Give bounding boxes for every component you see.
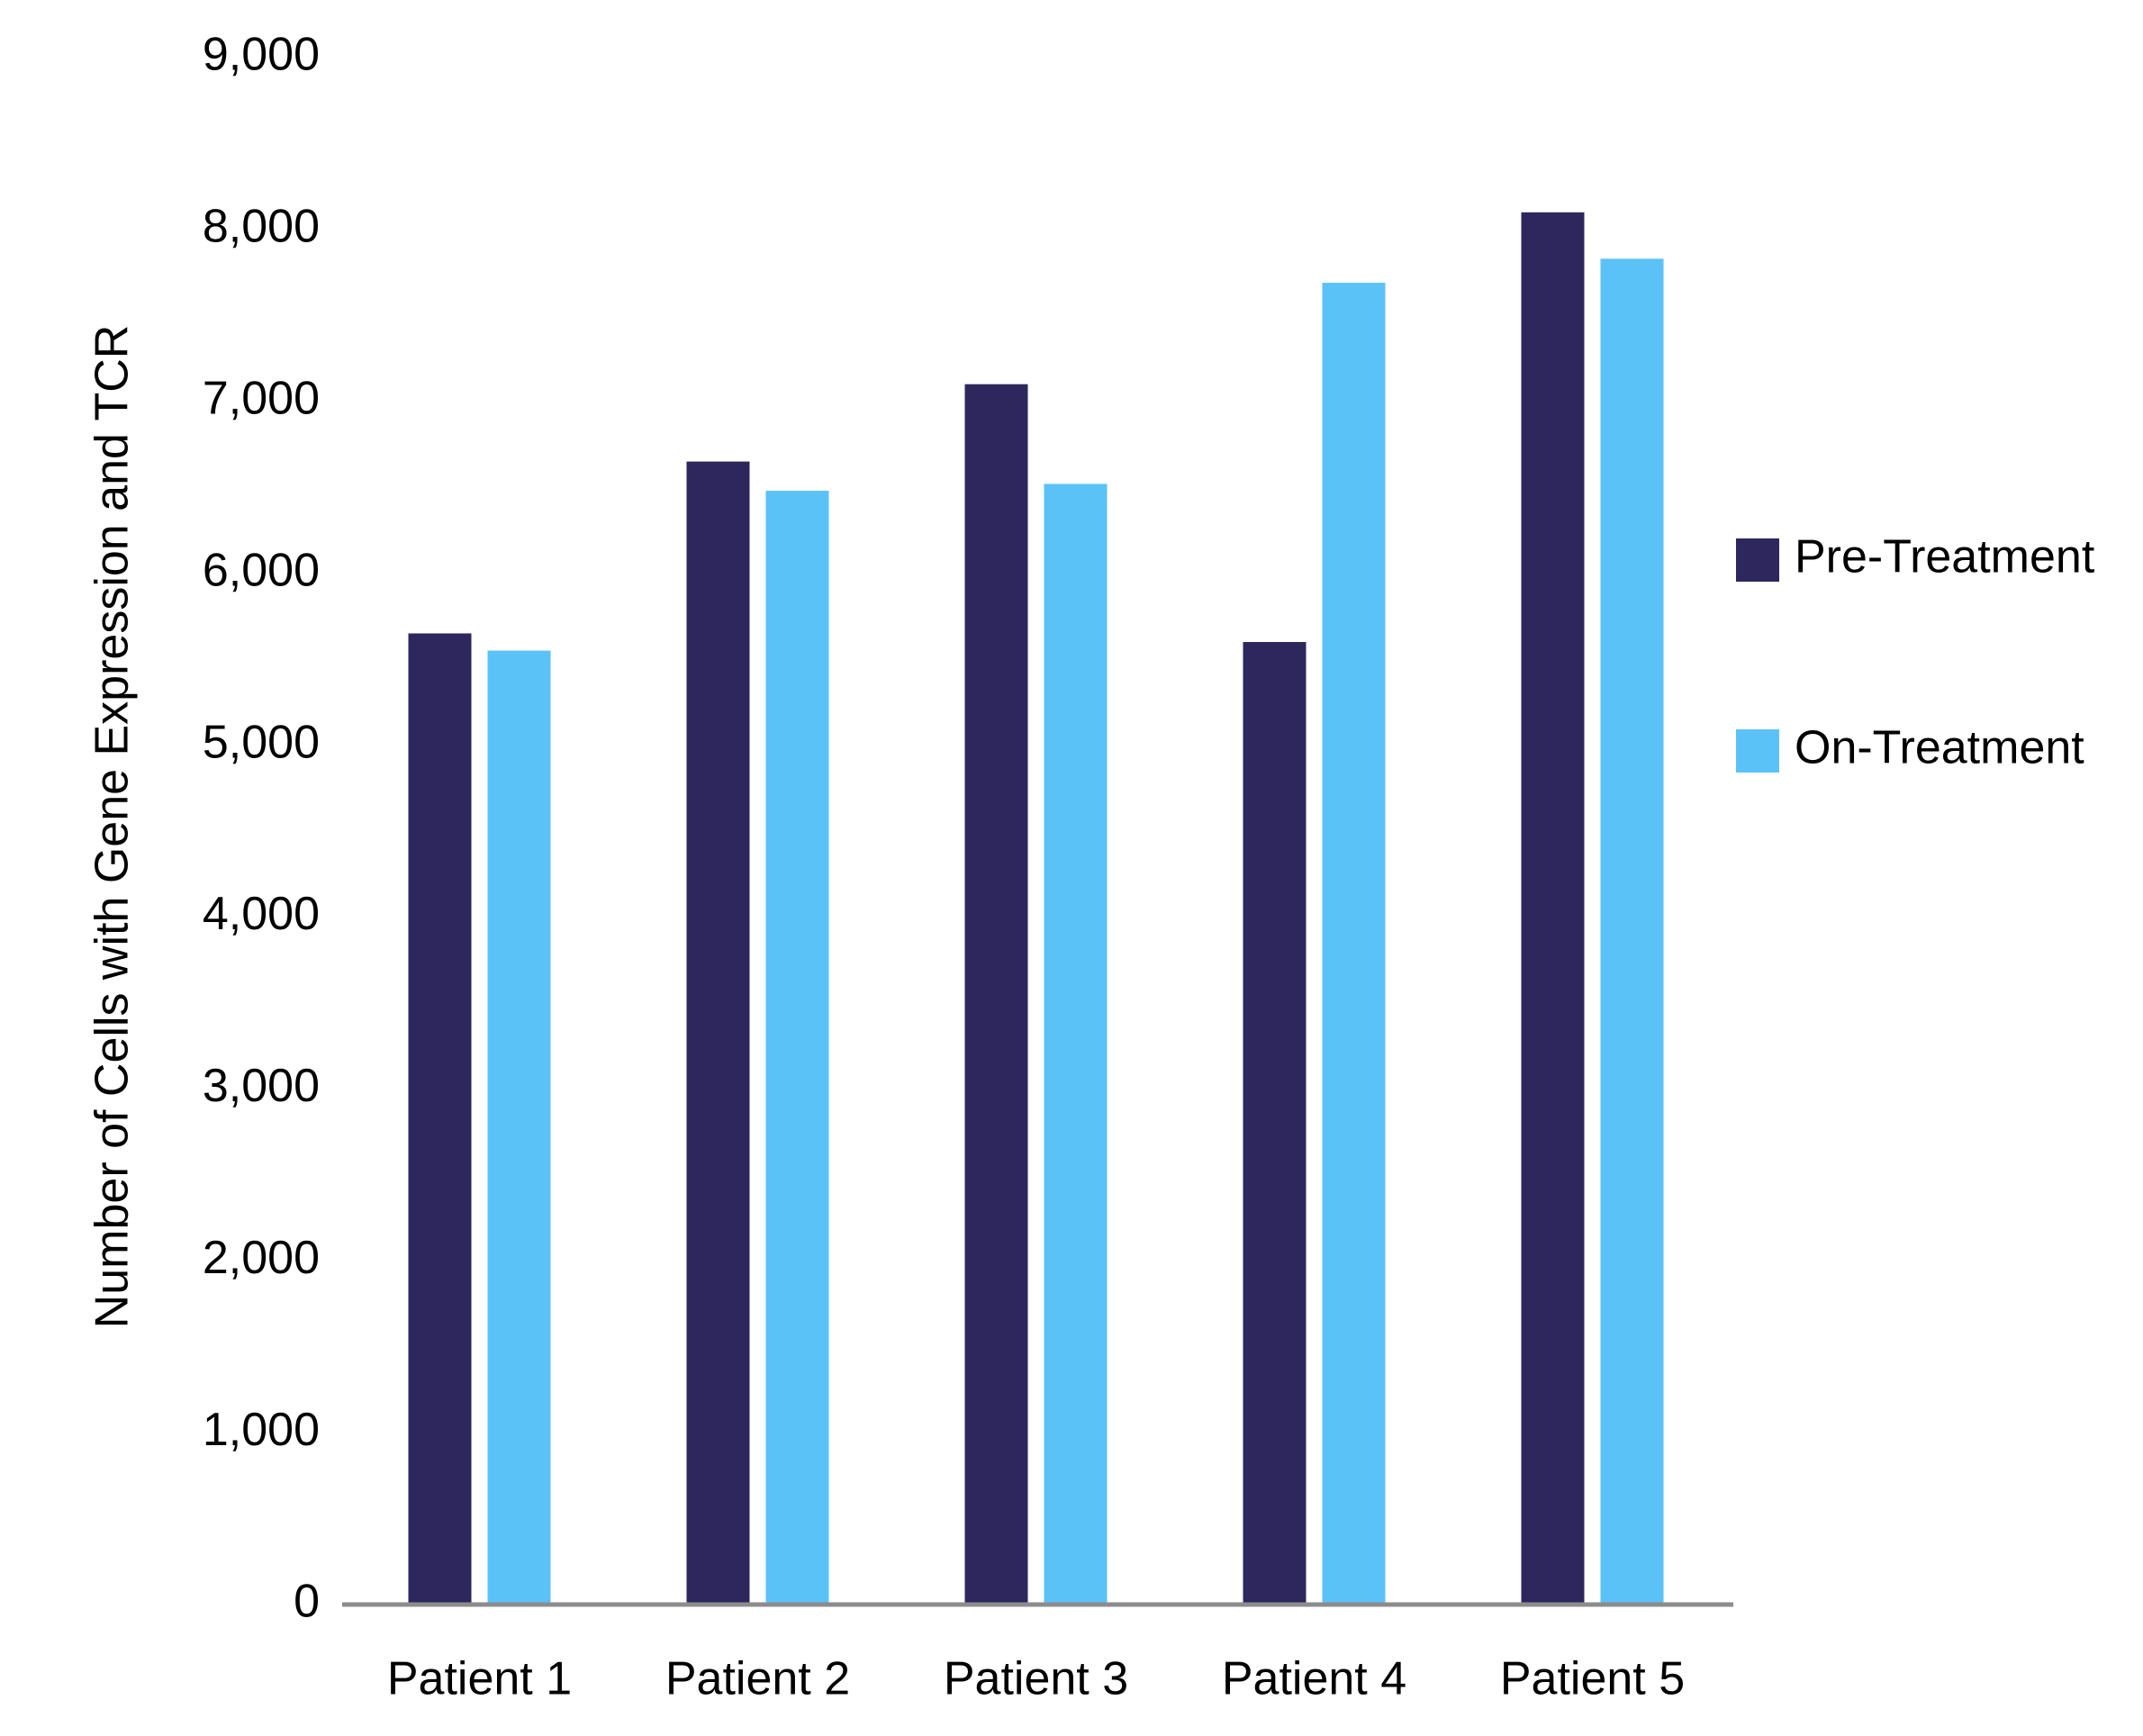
y-tick-label: 4,000 [203,888,320,940]
bar-on-treatment-2 [765,491,829,1605]
y-tick-label: 2,000 [203,1232,320,1284]
legend: Pre-Treatment On-Treatment [1736,531,2095,774]
bar-pre-treatment-2 [686,461,750,1605]
bar-pre-treatment-4 [1243,642,1307,1605]
y-axis-title: Number of Cells with Gene Expression and… [86,325,139,1329]
legend-swatch [1736,538,1779,582]
y-tick-label: 3,000 [203,1060,320,1112]
y-axis-ticks: 0 1,000 2,000 3,000 4,000 5,000 6,000 7,000 8,00… [203,29,320,1628]
x-tick-label: Patient 3 [944,1653,1128,1705]
bar-on-treatment-5 [1600,258,1664,1605]
x-tick-label: Patient 5 [1500,1653,1685,1705]
legend-swatch [1736,729,1779,773]
x-tick-label: Patient 1 [387,1653,572,1705]
y-tick-label: 5,000 [203,716,320,768]
y-tick-label: 6,000 [203,544,320,596]
bar-pre-treatment-1 [408,633,472,1605]
y-tick-label: 0 [294,1576,320,1628]
x-tick-label: Patient 4 [1222,1653,1406,1705]
bar-pre-treatment-3 [964,384,1028,1605]
x-axis-ticks: Patient 1 Patient 2 Patient 3 Patient 4 Pati… [387,1653,1685,1705]
bar-on-treatment-4 [1322,283,1386,1605]
y-tick-label: 9,000 [203,29,320,81]
bar-on-treatment-1 [487,650,551,1605]
legend-label: Pre-Treatment [1795,531,2095,583]
x-tick-label: Patient 2 [665,1653,850,1705]
bars [408,212,1664,1605]
y-tick-label: 1,000 [203,1404,320,1456]
legend-label: On-Treatment [1795,722,2084,774]
y-tick-label: 8,000 [203,201,320,253]
y-tick-label: 7,000 [203,373,320,425]
bar-on-treatment-3 [1044,484,1108,1605]
bar-pre-treatment-5 [1521,212,1585,1605]
